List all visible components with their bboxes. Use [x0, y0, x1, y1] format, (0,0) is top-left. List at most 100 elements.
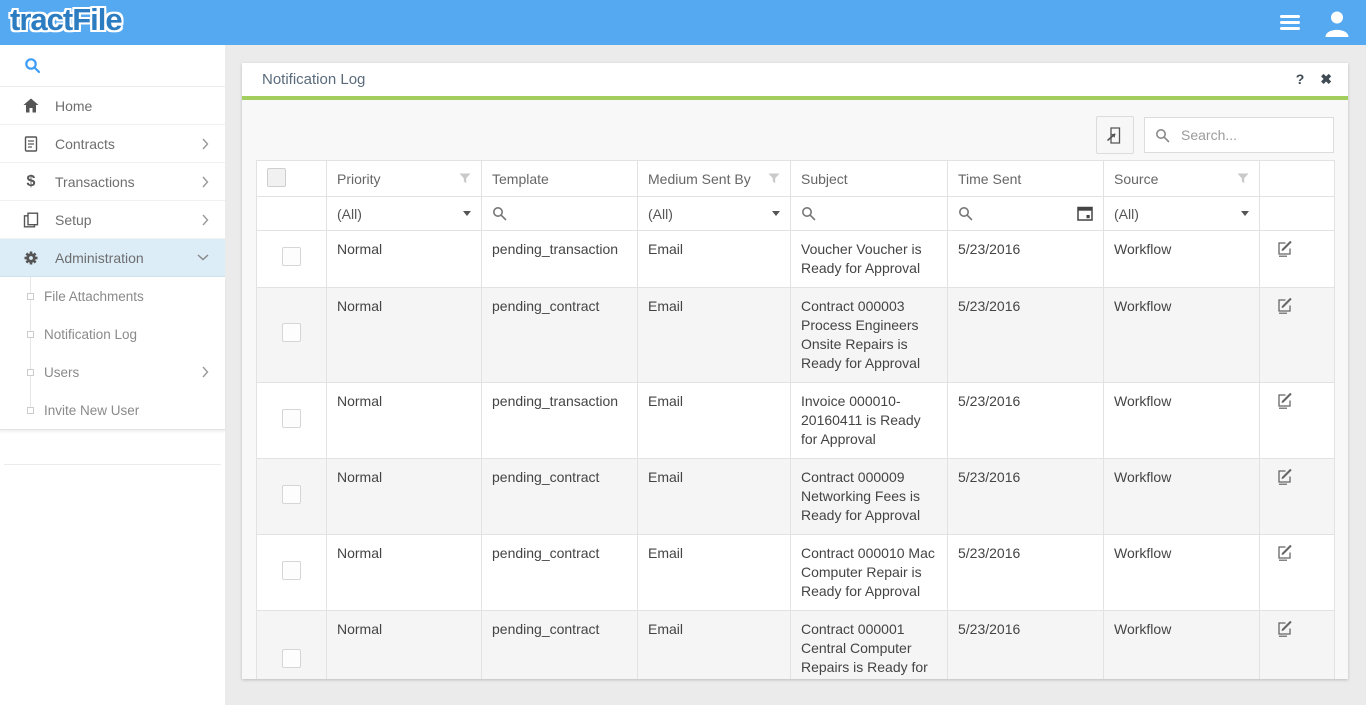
- sidebar-subitem-notification-log[interactable]: Notification Log: [0, 315, 225, 353]
- cell-template: pending_contract: [481, 287, 638, 383]
- cell-priority: Normal: [326, 458, 482, 535]
- sidebar-item-label: Home: [55, 97, 93, 114]
- bullet-icon: [27, 331, 34, 338]
- sidebar-item-home[interactable]: Home: [0, 87, 225, 125]
- notification-log-panel: Notification Log ? ✖: [242, 63, 1348, 679]
- search-icon: [24, 57, 41, 74]
- table-row[interactable]: Normal pending_contract Email Contract 0…: [256, 458, 1335, 535]
- sidebar-search-button[interactable]: [0, 45, 225, 87]
- table-row[interactable]: Normal pending_contract Email Contract 0…: [256, 534, 1335, 611]
- cell-time-sent: 5/23/2016: [947, 230, 1104, 288]
- edit-icon[interactable]: [1277, 297, 1294, 314]
- row-checkbox[interactable]: [282, 560, 301, 580]
- cell-priority: Normal: [326, 287, 482, 383]
- source-filter-dropdown[interactable]: (All): [1114, 206, 1249, 222]
- cell-source: Workflow: [1103, 610, 1260, 679]
- filter-funnel-icon[interactable]: [768, 173, 780, 184]
- cell-subject: Invoice 000010-20160411 is Ready for App…: [790, 382, 948, 459]
- copy-icon: [22, 212, 40, 228]
- submenu-connector-line: [30, 277, 31, 409]
- row-checkbox[interactable]: [282, 484, 301, 504]
- hamburger-menu-icon[interactable]: [1280, 15, 1300, 30]
- panel-body: Priority Template Medium Sent By: [242, 100, 1348, 679]
- cell-subject: Contract 000009 Networking Fees is Ready…: [790, 458, 948, 535]
- cell-subject: Voucher Voucher is Ready for Approval: [790, 230, 948, 288]
- cell-subject: Contract 000003 Process Engineers Onsite…: [790, 287, 948, 383]
- administration-submenu: File Attachments Notification Log Users …: [0, 277, 225, 430]
- table-row[interactable]: Normal pending_contract Email Contract 0…: [256, 287, 1335, 383]
- cell-source: Workflow: [1103, 287, 1260, 383]
- bullet-icon: [27, 369, 34, 376]
- cell-medium: Email: [637, 287, 791, 383]
- search-icon: [493, 207, 507, 221]
- app-logo: tractFile: [10, 2, 123, 37]
- notification-log-table: Priority Template Medium Sent By: [256, 160, 1335, 679]
- sidebar-item-label: Contracts: [55, 135, 115, 152]
- search-icon: [959, 207, 973, 221]
- column-header-time-sent[interactable]: Time Sent: [958, 170, 1022, 187]
- sidebar-subitem-file-attachments[interactable]: File Attachments: [0, 277, 225, 315]
- edit-icon[interactable]: [1277, 620, 1294, 637]
- sidebar-subitem-label: Invite New User: [44, 402, 140, 418]
- cell-medium: Email: [637, 382, 791, 459]
- grid-search-box: [1144, 117, 1334, 153]
- table-row[interactable]: Normal pending_transaction Email Invoice…: [256, 382, 1335, 459]
- close-icon[interactable]: ✖: [1320, 71, 1332, 87]
- cell-source: Workflow: [1103, 534, 1260, 611]
- table-row[interactable]: Normal pending_contract Email Contract 0…: [256, 610, 1335, 679]
- document-icon: [22, 135, 40, 152]
- edit-icon[interactable]: [1277, 240, 1294, 257]
- edit-icon[interactable]: [1277, 468, 1294, 485]
- sidebar-subitem-label: Users: [44, 364, 80, 380]
- row-checkbox[interactable]: [282, 408, 301, 428]
- column-header-priority[interactable]: Priority: [337, 170, 381, 187]
- column-header-subject[interactable]: Subject: [801, 170, 848, 187]
- filter-funnel-icon[interactable]: [1237, 173, 1249, 184]
- sidebar-item-transactions[interactable]: $ Transactions: [0, 163, 225, 201]
- sidebar-item-administration[interactable]: Administration: [0, 239, 225, 277]
- chevron-right-icon: [202, 138, 209, 150]
- template-filter-search[interactable]: [492, 206, 627, 221]
- column-header-template[interactable]: Template: [492, 170, 549, 187]
- export-button[interactable]: [1096, 116, 1134, 154]
- time-sent-filter[interactable]: [958, 206, 1093, 221]
- medium-filter-dropdown[interactable]: (All): [648, 206, 780, 222]
- cell-template: pending_contract: [481, 610, 638, 679]
- bullet-icon: [27, 407, 34, 414]
- sidebar-item-label: Setup: [55, 211, 92, 228]
- export-icon: [1106, 126, 1124, 144]
- cell-medium: Email: [637, 610, 791, 679]
- filter-funnel-icon[interactable]: [459, 173, 471, 184]
- sidebar-subitem-users[interactable]: Users: [0, 353, 225, 391]
- sidebar-item-contracts[interactable]: Contracts: [0, 125, 225, 163]
- dollar-icon: $: [26, 172, 36, 190]
- grid-search-input[interactable]: [1179, 126, 1323, 144]
- priority-filter-dropdown[interactable]: (All): [337, 206, 471, 222]
- sidebar-divider: [4, 464, 221, 465]
- calendar-icon[interactable]: [1077, 206, 1093, 221]
- column-header-source[interactable]: Source: [1114, 170, 1159, 187]
- dropdown-caret-icon: [463, 211, 471, 216]
- column-header-medium-sent-by[interactable]: Medium Sent By: [648, 170, 751, 187]
- chevron-right-icon: [202, 366, 209, 378]
- select-all-checkbox[interactable]: [267, 167, 286, 187]
- help-icon[interactable]: ?: [1295, 71, 1305, 87]
- subject-filter-search[interactable]: [801, 206, 937, 221]
- edit-icon[interactable]: [1277, 392, 1294, 409]
- row-checkbox[interactable]: [282, 648, 301, 668]
- cell-time-sent: 5/23/2016: [947, 287, 1104, 383]
- row-checkbox[interactable]: [282, 323, 301, 342]
- table-row[interactable]: Normal pending_transaction Email Voucher…: [256, 230, 1335, 288]
- cell-template: pending_contract: [481, 534, 638, 611]
- sidebar-subitem-label: Notification Log: [44, 326, 138, 342]
- edit-icon[interactable]: [1277, 544, 1294, 561]
- chevron-right-icon: [202, 176, 209, 188]
- row-checkbox[interactable]: [282, 247, 301, 266]
- dropdown-caret-icon: [1241, 211, 1249, 216]
- user-avatar-icon[interactable]: [1322, 8, 1352, 38]
- top-bar: tractFile: [0, 0, 1366, 45]
- sidebar-subitem-invite-new-user[interactable]: Invite New User: [0, 391, 225, 429]
- sidebar-item-setup[interactable]: Setup: [0, 201, 225, 239]
- cell-template: pending_contract: [481, 458, 638, 535]
- cell-medium: Email: [637, 458, 791, 535]
